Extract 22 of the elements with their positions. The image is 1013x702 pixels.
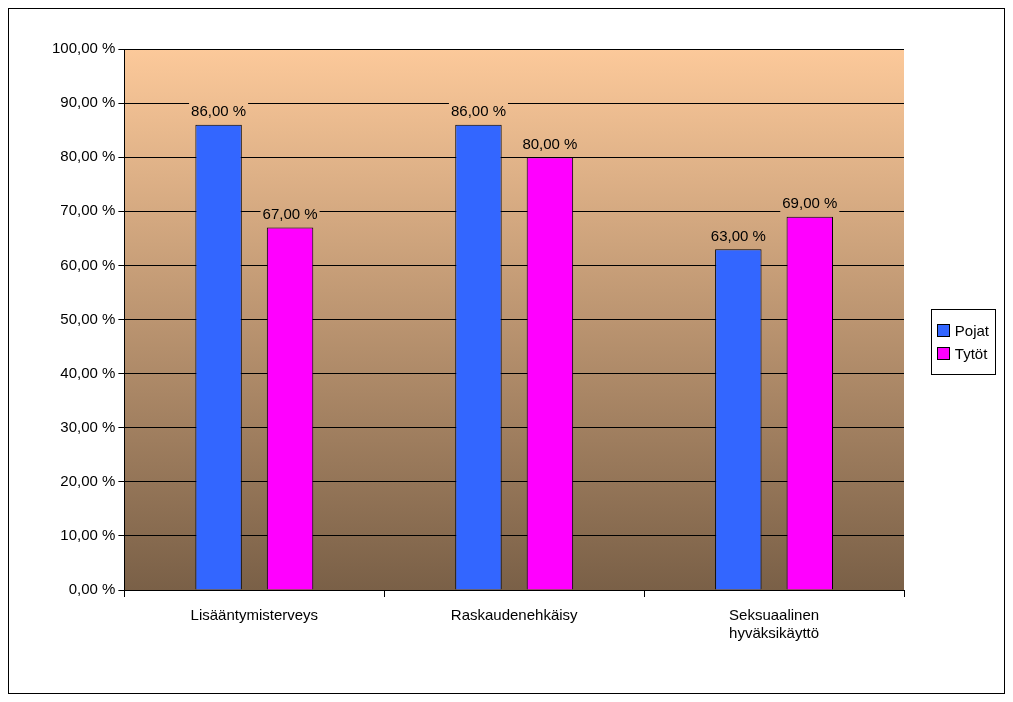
y-tick-label: 70,00 % xyxy=(60,201,116,219)
y-tick-label: 10,00 % xyxy=(60,526,116,544)
data-label: 67,00 % xyxy=(262,205,318,223)
y-tick-label: 30,00 % xyxy=(60,417,116,435)
y-tick-label: 80,00 % xyxy=(60,147,116,165)
y-tick-label: 0,00 % xyxy=(68,580,116,598)
x-tick-label: Raskaudenehkäisy xyxy=(450,606,579,624)
x-tick-label: Seksuaalinen hyväksikäyttö xyxy=(729,606,820,642)
data-label: 86,00 % xyxy=(191,102,247,120)
data-label: 86,00 % xyxy=(450,102,506,120)
legend-label: Pojat xyxy=(954,322,989,339)
y-tick-label: 60,00 % xyxy=(60,255,116,273)
y-tick-label: 40,00 % xyxy=(60,363,116,381)
y-tick-label: 100,00 % xyxy=(51,39,116,57)
y-tick-label: 50,00 % xyxy=(60,309,116,327)
data-label: 69,00 % xyxy=(782,194,838,212)
y-tick-label: 90,00 % xyxy=(60,93,116,111)
data-label: 80,00 % xyxy=(522,134,578,152)
y-tick-label: 20,00 % xyxy=(60,471,116,489)
data-label: 63,00 % xyxy=(710,226,766,244)
legend-label: Tytöt xyxy=(954,345,988,362)
x-tick-label: Lisääntymisterveys xyxy=(190,606,319,624)
